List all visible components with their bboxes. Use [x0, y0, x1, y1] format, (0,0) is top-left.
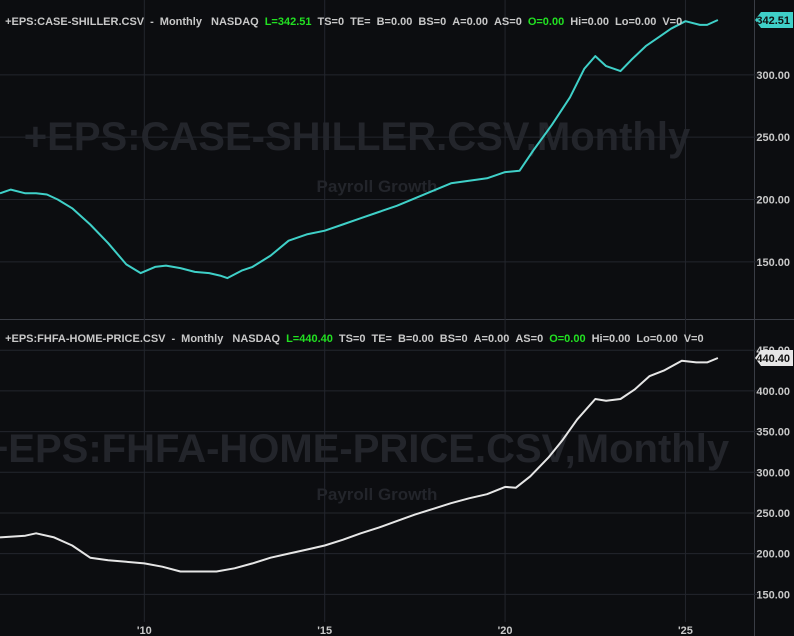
low: Lo=0.00 [615, 16, 657, 28]
volume: V=0 [662, 16, 683, 28]
high: Hi=0.00 [570, 16, 610, 28]
y-tick-label: 200.00 [756, 549, 790, 561]
ask-size: AS=0 [493, 16, 522, 28]
watermark-subtitle: Payroll Growth [317, 177, 438, 196]
exchange: NASDAQ [232, 333, 281, 345]
x-tick-label: '10 [137, 625, 152, 636]
watermark: +EPS:FHFA-HOME-PRICE.CSV,Monthly [0, 427, 730, 471]
ask: A=0.00 [473, 333, 510, 345]
last-price-marker [755, 11, 793, 28]
y-tick-label: 150.00 [756, 589, 790, 601]
series-line [0, 19, 719, 280]
last-price-label: 440.40 [756, 353, 790, 365]
y-tick-label: 300.00 [756, 467, 790, 479]
series-line [0, 357, 719, 573]
last-price-label: 342.51 [756, 15, 790, 27]
last-price: L=342.51 [264, 16, 312, 28]
separator: - [171, 333, 176, 345]
high: Hi=0.00 [591, 333, 631, 345]
symbol: +EPS:CASE-SHILLER.CSV [5, 16, 145, 28]
ask: A=0.00 [452, 16, 488, 28]
panel-2: +EPS:FHFA-HOME-PRICE.CSV,Monthly Payroll … [0, 345, 793, 601]
bid: B=0.00 [376, 16, 413, 28]
x-tick-label: '25 [678, 625, 693, 636]
watermark-subtitle: Payroll Growth [317, 485, 438, 504]
x-tick-label: '15 [317, 625, 332, 636]
panel-1-header: +EPS:CASE-SHILLER.CSV - Monthly NASDAQ L=34… [2, 4, 688, 28]
y-tick-label: 400.00 [756, 386, 790, 398]
y-tick-label: 350.00 [756, 427, 790, 439]
y-tick-label: 300.00 [756, 70, 790, 82]
bid-size: BS=0 [439, 333, 468, 345]
bid: B=0.00 [397, 333, 434, 345]
period: Monthly [181, 333, 224, 345]
exchange: NASDAQ [211, 16, 259, 28]
symbol: +EPS:FHFA-HOME-PRICE.CSV [5, 333, 166, 345]
ts: TS=0 [338, 333, 366, 345]
te: TE= [350, 16, 371, 28]
y-tick-label: 150.00 [756, 257, 790, 269]
x-tick-label: '20 [498, 625, 513, 636]
bid-size: BS=0 [418, 16, 447, 28]
ts: TS=0 [317, 16, 345, 28]
y-tick-label: 250.00 [756, 132, 790, 144]
y-tick-label: 250.00 [756, 508, 790, 520]
y-tick-label: 200.00 [756, 195, 790, 207]
low: Lo=0.00 [636, 333, 678, 345]
open: O=0.00 [527, 16, 565, 28]
volume: V=0 [683, 333, 704, 345]
panel-2-header: +EPS:FHFA-HOME-PRICE.CSV - Monthly NASDAQ L… [2, 321, 710, 345]
te: TE= [371, 333, 392, 345]
separator: - [150, 16, 154, 28]
last-price-marker [755, 350, 793, 367]
ask-size: AS=0 [515, 333, 544, 345]
last-price: L=440.40 [286, 333, 333, 345]
open: O=0.00 [549, 333, 586, 345]
period: Monthly [159, 16, 202, 28]
